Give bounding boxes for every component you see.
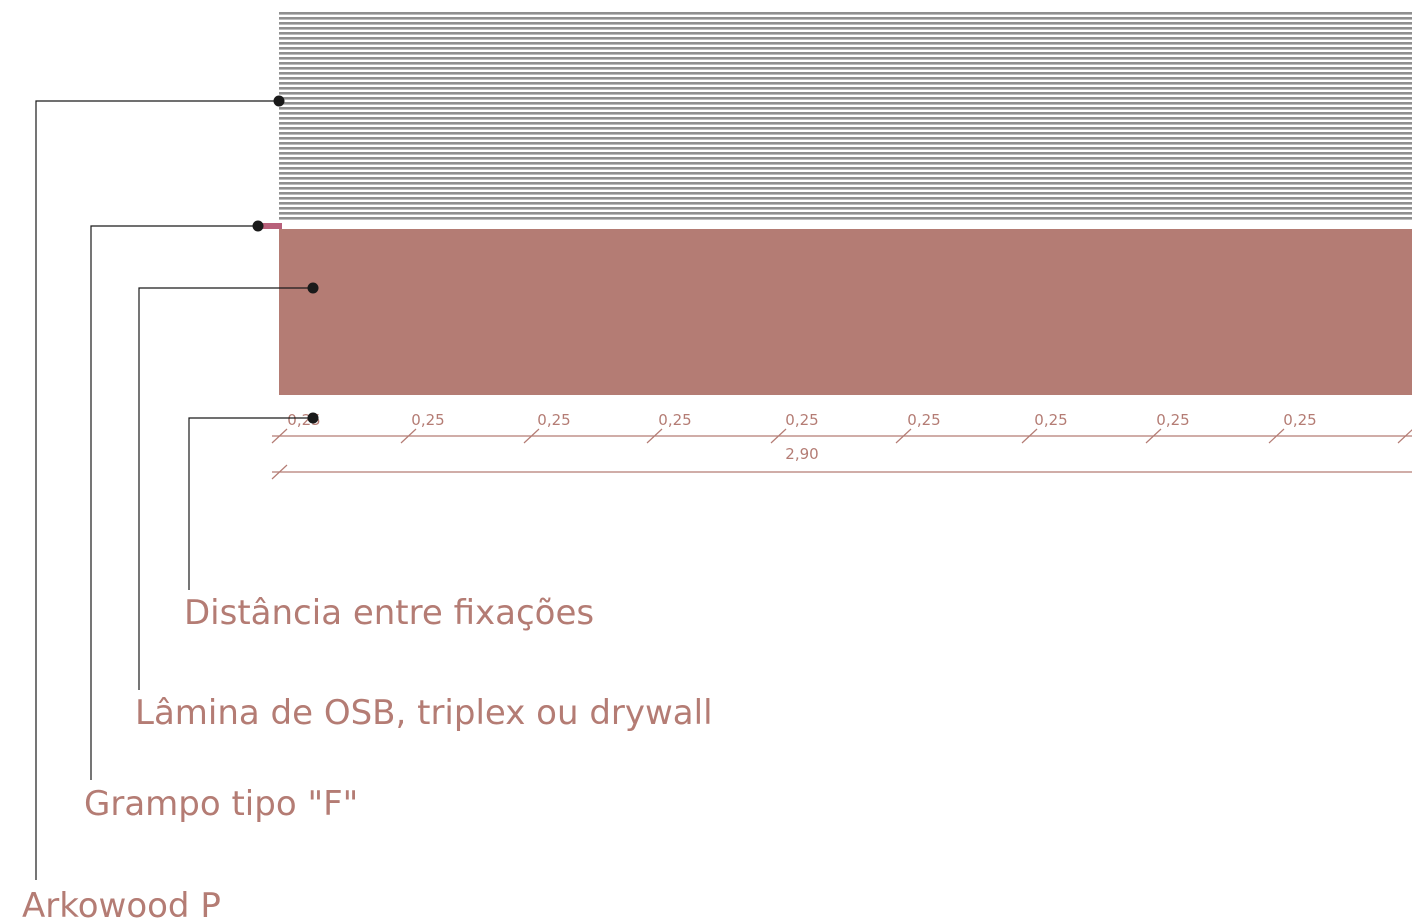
slat — [279, 137, 1412, 140]
spacing-tick — [1145, 428, 1162, 444]
slat — [279, 187, 1412, 190]
slat — [279, 212, 1412, 215]
slat — [279, 52, 1412, 55]
slat — [279, 167, 1412, 170]
osb-board — [279, 229, 1412, 395]
slat — [279, 217, 1412, 220]
spacing-tick — [895, 428, 912, 444]
f-clip-marker — [262, 223, 282, 229]
slat — [279, 132, 1412, 135]
slat — [279, 117, 1412, 120]
slat — [279, 92, 1412, 95]
leader-dot-lamina — [307, 282, 319, 294]
slat — [279, 192, 1412, 195]
spacing-tick — [523, 428, 540, 444]
slat — [279, 177, 1412, 180]
spacing-label: 0,25 — [907, 411, 940, 429]
slat — [279, 57, 1412, 60]
spacing-label: 0,25 — [1034, 411, 1067, 429]
spacing-tick — [271, 428, 288, 444]
spacing-label: 0,25 — [537, 411, 570, 429]
slat — [279, 87, 1412, 90]
slat — [279, 157, 1412, 160]
spacing-labels: 0,25 0,25 0,25 0,25 0,25 0,25 0,25 0,25 0,25 — [287, 411, 1316, 429]
slat — [279, 147, 1412, 150]
spacing-label: 0,25 — [1156, 411, 1189, 429]
slat — [279, 32, 1412, 35]
slat — [279, 102, 1412, 105]
spacing-tick — [1021, 428, 1038, 444]
spacing-label: 0,25 — [411, 411, 444, 429]
leader-lamina — [138, 287, 313, 690]
slat — [279, 202, 1412, 205]
callout-distancia: Distância entre fixações — [184, 593, 594, 633]
spacing-label: 0,25 — [1283, 411, 1316, 429]
slat — [279, 62, 1412, 65]
spacing-ticks — [271, 428, 1412, 444]
slat — [279, 22, 1412, 25]
slat — [279, 47, 1412, 50]
leader-grampo — [90, 225, 258, 780]
slat — [279, 97, 1412, 100]
slat — [279, 162, 1412, 165]
slat — [279, 142, 1412, 145]
leader-dot-arkowood — [273, 95, 285, 107]
slat — [279, 122, 1412, 125]
spacing-tick — [1397, 429, 1412, 444]
slat — [279, 17, 1412, 20]
total-dimension-line — [271, 464, 1412, 480]
slat — [279, 82, 1412, 85]
spacing-tick — [1268, 428, 1285, 444]
slat — [279, 207, 1412, 210]
leader-dot-grampo — [252, 220, 264, 232]
slat — [279, 197, 1412, 200]
spacing-tick — [770, 428, 787, 444]
leader-arkowood — [35, 100, 279, 880]
slat — [279, 72, 1412, 75]
slat — [279, 42, 1412, 45]
callout-arkowood: Arkowood P — [22, 886, 221, 923]
spacing-label: 0,25 — [785, 411, 818, 429]
leader-distancia — [188, 417, 313, 590]
slat — [279, 127, 1412, 130]
spacing-tick — [400, 428, 417, 444]
arkowood-slats — [279, 12, 1412, 220]
leader-dot-distancia — [307, 412, 319, 424]
total-dimension-label: 2,90 — [785, 445, 818, 463]
spacing-label: 0,25 — [658, 411, 691, 429]
slat — [279, 107, 1412, 110]
slat — [279, 172, 1412, 175]
slat — [279, 27, 1412, 30]
callout-grampo: Grampo tipo "F" — [84, 784, 358, 824]
slat — [279, 12, 1412, 15]
callout-lamina: Lâmina de OSB, triplex ou drywall — [135, 693, 713, 733]
spacing-tick — [646, 428, 663, 444]
total-tick-start — [271, 464, 288, 480]
slat — [279, 152, 1412, 155]
slat — [279, 67, 1412, 70]
slat — [279, 37, 1412, 40]
slat — [279, 182, 1412, 185]
slat — [279, 112, 1412, 115]
slat — [279, 77, 1412, 80]
